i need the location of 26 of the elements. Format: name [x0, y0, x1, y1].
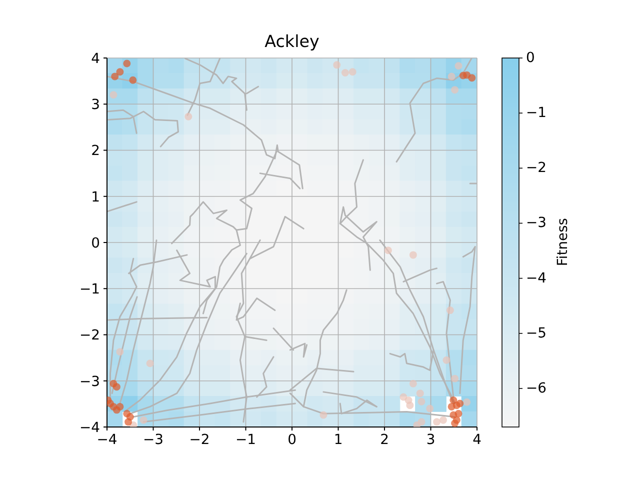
y-tick-label: 1: [91, 189, 100, 206]
color-bar-label: −2: [526, 160, 546, 176]
y-tick-label: −2: [80, 328, 100, 344]
color-bar-label: −3: [526, 215, 546, 232]
y-tick-label: −3: [80, 374, 100, 390]
y-tick-label: −1: [80, 282, 100, 298]
x-tick-label: 2: [380, 432, 389, 448]
y-tick-label: 2: [91, 143, 100, 160]
y-tick-label: 3: [91, 97, 100, 114]
color-bar-label: −5: [526, 325, 546, 342]
color-bar-label: −6: [526, 380, 546, 396]
x-tick-label: 3: [426, 432, 436, 448]
y-tick-label: −4: [80, 420, 100, 436]
x-tick-label: −1: [236, 432, 256, 448]
color-bar-label: −1: [526, 105, 546, 122]
color-bar-title: Fitness: [555, 218, 571, 266]
color-bar-label: −4: [526, 270, 547, 286]
color-bar-label: 0: [526, 50, 535, 66]
x-tick-label: −3: [143, 432, 164, 448]
x-tick-label: −2: [189, 432, 210, 448]
chart-title: Ackley: [264, 31, 320, 53]
x-tick-label: 0: [288, 432, 296, 448]
y-tick-label: 4: [91, 50, 100, 67]
x-tick-label: 4: [472, 432, 482, 448]
x-tick-label: 1: [334, 432, 343, 448]
y-tick-label: 0: [91, 235, 100, 252]
